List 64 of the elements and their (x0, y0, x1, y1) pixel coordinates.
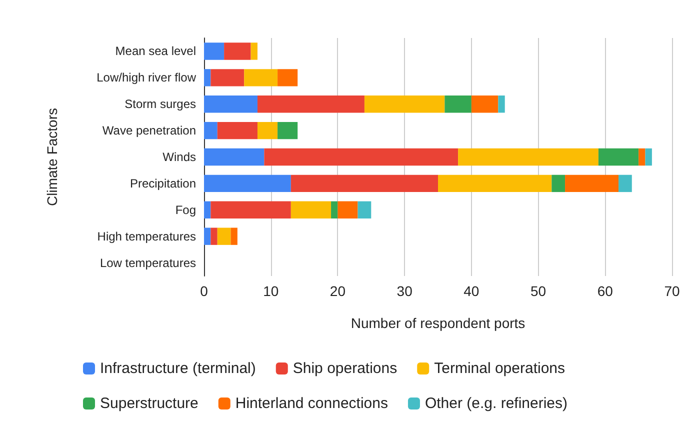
bar (244, 69, 278, 86)
x-tick-label: 0 (200, 283, 208, 299)
bar (217, 122, 258, 140)
bar (257, 122, 278, 140)
bar (204, 174, 291, 192)
x-tick-label: 60 (597, 283, 614, 299)
bar (498, 96, 505, 113)
bar (204, 228, 211, 245)
x-tick-label: 30 (396, 283, 413, 299)
bar (204, 148, 264, 166)
y-tick-label: Fog (175, 202, 196, 217)
bar (278, 122, 298, 140)
x-tick-label: 40 (464, 283, 480, 299)
bar (438, 174, 552, 192)
x-tick-label: 10 (263, 283, 279, 299)
x-tick-label: 20 (330, 283, 346, 299)
bar (618, 174, 632, 192)
y-tick-label: Low/high river flow (96, 70, 196, 85)
y-tick-label: Wave penetration (102, 124, 196, 138)
x-tick-label: 50 (530, 283, 546, 299)
y-tick-label: Low temperatures (100, 256, 196, 270)
bar (210, 201, 291, 218)
y-axis-title: Climate Factors (44, 108, 60, 206)
legend-label: Infrastructure (terminal) (100, 360, 256, 377)
x-tick-label: 70 (664, 283, 680, 299)
bar (552, 174, 566, 192)
bar (278, 69, 298, 86)
bar (230, 228, 238, 245)
bar (645, 148, 652, 166)
bar (204, 122, 218, 140)
bar (224, 42, 251, 60)
bar (471, 96, 498, 113)
y-tick-label: High temperatures (97, 229, 196, 244)
x-axis-title: Number of respondent ports (350, 315, 526, 331)
bar (458, 148, 598, 166)
y-tick-label: Storm surges (124, 97, 196, 112)
bar (257, 96, 364, 113)
bar (290, 174, 438, 192)
bar (210, 228, 218, 245)
y-tick-label: Precipitation (130, 176, 196, 190)
bar (358, 201, 372, 218)
bar (204, 201, 211, 218)
bar (264, 148, 458, 166)
bar (338, 201, 358, 218)
legend-label: Ship operations (292, 360, 398, 377)
bar (444, 96, 472, 113)
bar (204, 42, 224, 60)
bar (638, 148, 646, 166)
bar (565, 174, 619, 192)
bar (210, 69, 244, 86)
legend-label: Hinterland connections (235, 395, 388, 412)
bar (331, 201, 338, 218)
legend-label: Other (e.g. refineries) (424, 395, 568, 412)
bar (364, 96, 445, 113)
y-tick-label: Winds (162, 150, 196, 164)
y-tick-label: Mean sea level (115, 44, 196, 58)
bar (204, 96, 258, 113)
bar (250, 42, 258, 60)
bar (217, 228, 231, 245)
bar (290, 201, 332, 218)
bar (598, 148, 639, 166)
legend-label: Superstructure (100, 395, 198, 412)
legend-label: Terminal operations (434, 360, 566, 377)
bar (204, 69, 211, 86)
